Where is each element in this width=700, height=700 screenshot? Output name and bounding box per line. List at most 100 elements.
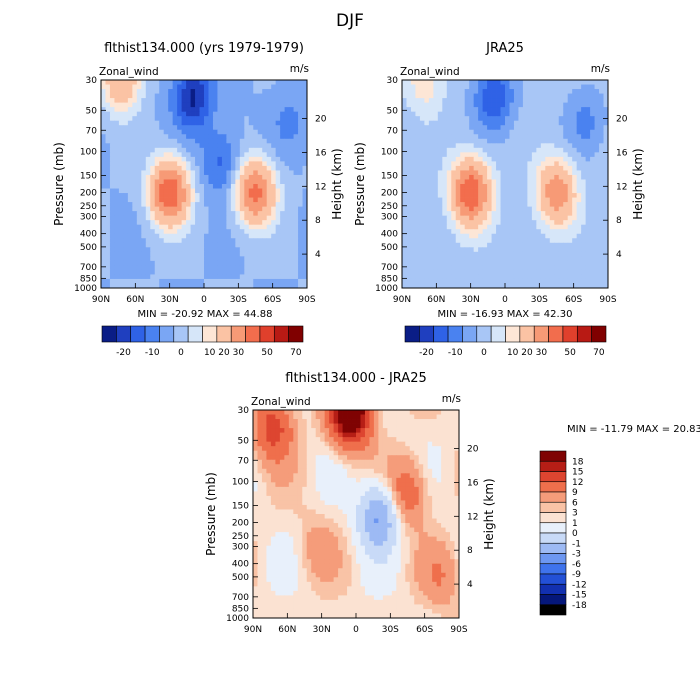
contour-cell <box>195 260 200 266</box>
contour-cell <box>347 446 352 452</box>
contour-cell <box>132 84 138 90</box>
contour-cell <box>136 283 142 289</box>
contour-cell <box>491 102 497 108</box>
contour-cell <box>424 193 430 198</box>
contour-cell <box>428 152 434 158</box>
contour-cell <box>487 278 492 284</box>
contour-cell <box>554 120 560 126</box>
contour-cell <box>132 188 138 194</box>
contour-cell <box>150 278 156 284</box>
contour-cell <box>101 89 106 94</box>
contour-cell <box>298 197 303 203</box>
contour-cell <box>159 134 165 140</box>
contour-cell <box>177 265 183 271</box>
contour-cell <box>132 161 138 167</box>
contour-cell <box>545 256 551 262</box>
contour-cell <box>446 220 452 226</box>
contour-cell <box>136 260 142 266</box>
contour-cell <box>378 446 384 452</box>
contour-cell <box>181 98 187 104</box>
contour-cell <box>360 446 366 452</box>
contour-cell <box>168 120 174 126</box>
contour-cell <box>154 80 160 85</box>
contour-cell <box>382 459 388 465</box>
contour-cell <box>446 202 452 208</box>
contour-cell <box>132 156 138 162</box>
colorbar-label: 20 <box>521 348 533 358</box>
contour-cell <box>208 80 214 85</box>
contour-cell <box>518 229 524 235</box>
contour-cell <box>235 206 241 212</box>
contour-cell <box>545 260 551 266</box>
contour-cell <box>132 274 138 280</box>
contour-cell <box>235 179 241 185</box>
contour-cell <box>373 414 379 420</box>
contour-cell <box>437 93 443 99</box>
contour-cell <box>441 446 446 452</box>
contour-cell <box>235 107 241 113</box>
contour-cell <box>400 419 406 424</box>
contour-cell <box>545 211 551 217</box>
contour-cell <box>446 170 452 176</box>
contour-cell <box>253 233 259 239</box>
contour-cell <box>239 278 245 284</box>
contour-cell <box>427 432 433 438</box>
contour-cell <box>190 116 196 122</box>
contour-cell <box>581 147 587 153</box>
contour-cell <box>101 265 106 271</box>
contour-cell <box>271 197 277 203</box>
contour-cell <box>338 423 343 429</box>
contour-cell <box>496 98 501 104</box>
contour-cell <box>594 233 600 239</box>
contour-cell <box>518 269 524 275</box>
contour-cell <box>172 116 178 122</box>
contour-cell <box>163 188 169 194</box>
contour-cell <box>101 156 106 162</box>
contour-cell <box>208 251 214 257</box>
contour-cell <box>558 215 564 221</box>
contour-cell <box>163 156 169 162</box>
contour-cell <box>298 256 303 262</box>
contour-cell <box>513 220 519 226</box>
contour-cell <box>154 278 160 284</box>
contour-cell <box>581 242 587 248</box>
contour-cell <box>455 220 461 226</box>
contour-cell <box>302 215 308 221</box>
contour-cell <box>554 269 560 275</box>
contour-cell <box>505 206 510 212</box>
contour-cell <box>441 432 446 438</box>
contour-cell <box>186 179 191 185</box>
contour-cell <box>177 242 183 248</box>
contour-cell <box>257 256 263 262</box>
contour-cell <box>266 419 272 424</box>
contour-cell <box>244 138 250 144</box>
contour-cell <box>549 84 555 90</box>
contour-cell <box>469 260 475 266</box>
contour-cell <box>114 156 120 162</box>
contour-cell <box>402 256 407 262</box>
contour-cell <box>540 152 546 158</box>
contour-cell <box>567 156 573 162</box>
contour-cell <box>419 283 425 289</box>
contour-cell <box>271 179 277 185</box>
contour-cell <box>105 238 111 244</box>
contour-cell <box>271 125 277 131</box>
contour-cell <box>432 437 438 443</box>
contour-cell <box>545 193 551 198</box>
contour-cell <box>168 170 174 176</box>
contour-cell <box>563 179 569 185</box>
contour-cell <box>482 170 488 176</box>
contour-cell <box>531 111 537 117</box>
contour-cell <box>114 197 120 203</box>
contour-cell <box>239 220 245 226</box>
contour-cell <box>280 256 286 262</box>
contour-cell <box>320 446 326 452</box>
contour-cell <box>518 156 524 162</box>
contour-cell <box>576 211 582 217</box>
contour-cell <box>590 202 595 208</box>
contour-cell <box>195 197 200 203</box>
contour-cell <box>594 174 600 180</box>
contour-cell <box>469 265 475 271</box>
contour-cell <box>442 152 448 158</box>
contour-cell <box>478 102 484 108</box>
